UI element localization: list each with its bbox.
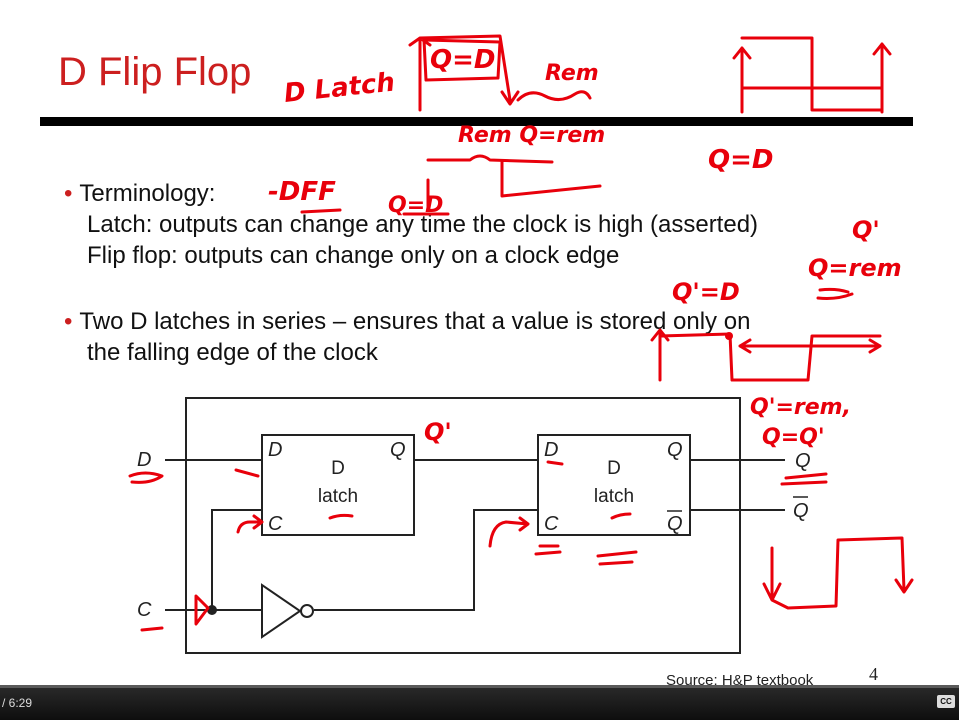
latch1-box [261,434,415,536]
latch2-pin-c: C [544,513,559,535]
output-q-label: Q [795,450,811,472]
annotation-q-box [422,38,502,82]
latch1-name-2: latch [318,486,358,507]
handwritten-annotations: D Latch Q=D Rem Rem Q=rem Q=D -DFF Q=D Q… [128,34,914,632]
bullet-line-falling-edge: the falling edge of the clock [87,339,378,366]
annotation-q-prime-latch: Q' [424,418,452,446]
inverter-gate [261,583,302,639]
annotation-qp-eq-d: Q'=D [672,278,740,306]
latch2-box [537,434,691,536]
annotation-rem-q-eq-rem: Rem Q=rem [458,123,605,148]
annotation-clock-wave-mid [426,154,602,208]
annotation-rem-brace [516,90,592,102]
bullet-line-flipflop: Flip flop: outputs can change only on a … [87,242,620,269]
source-citation: Source: H&P textbook [666,672,814,685]
annotation-latch1-marks [234,468,264,534]
bullet-heading: Terminology: [79,180,216,207]
time-display: / 6:29 [2,696,33,710]
video-frame[interactable]: D Flip Flop • Terminology: Latch: outputs… [0,0,959,685]
annotation-timing-wave [650,328,882,382]
latch1-pin-c: C [268,513,283,535]
bullet-two-latches: • Two D latches in series – ensures that … [64,308,750,336]
annotation-q-eq-rem-right: Q=rem [808,254,902,282]
title-rule [40,117,913,126]
video-player-controls: / 6:29 CC [0,685,959,720]
bullet-dot: • [64,180,73,207]
circuit-diagram: D C Q Q D C Q D latch D C Q Q D latch [137,397,811,654]
slide-title: D Flip Flop [58,50,252,94]
annotation-clock-pulse-top [408,34,520,112]
annotation-q-eq-d-right: Q=D [708,145,773,175]
captions-button[interactable]: CC [937,695,955,708]
output-qbar-label: Q [793,500,809,522]
input-c-label: C [137,599,152,621]
annotation-scribble-under [534,544,638,566]
latch1-pin-d: D [268,439,282,461]
annotation-underline-terms [300,208,450,216]
bullet-dot: • [64,308,73,335]
seek-bar[interactable] [0,685,959,688]
input-d-label: D [137,449,151,471]
annotation-dot [725,332,733,340]
annotation-q-scribble [780,472,828,486]
bullet-terminology: • Terminology: [64,180,215,208]
wires [165,459,785,615]
annotation-dff: -DFF [268,177,336,207]
inverter-bubble [300,604,314,618]
latch2-pin-d: D [544,439,558,461]
annotation-latch2-marks [546,460,632,520]
latch1-name: D [331,458,345,479]
bullet-heading: Two D latches in series – ensures that a… [79,308,751,335]
latch2-name: D [607,458,621,479]
annotation-q-prime-right: Q' [852,216,880,244]
annotation-rem-top: Rem [545,61,599,86]
latch2-pin-qbar: Q [667,513,683,535]
flip-flop-outline [185,397,741,654]
annotation-q-eq-d-top: Q=D [430,45,495,75]
annotation-qp-eq-rem: Q'=rem, [750,395,851,420]
annotation-c-marks [140,594,210,632]
annotation-latch-arrows [328,513,530,548]
annotation-d-scribble [128,471,164,484]
latch2-pin-q: Q [667,439,683,461]
annotation-wave-bottom [762,536,914,610]
annotation-clock-wave-right [732,36,892,114]
latch2-name-2: latch [594,486,634,507]
page-number: 4 [869,664,878,684]
annotation-d-latch: D Latch [283,68,397,109]
annotation-scribble-right [816,287,854,300]
annotation-q-eq-qp: Q=Q' [762,425,825,450]
latch1-pin-q: Q [390,439,406,461]
